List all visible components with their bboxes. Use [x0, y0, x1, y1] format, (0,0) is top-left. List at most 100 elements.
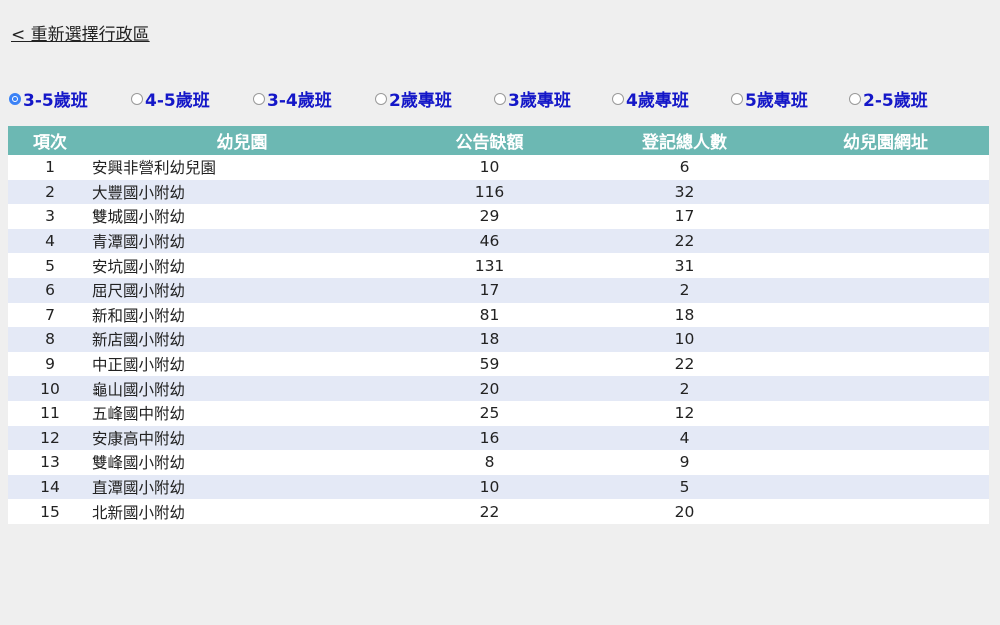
cell-vacancy: 17: [392, 277, 587, 303]
cell-registered: 6: [587, 155, 782, 180]
radio-option-3-4[interactable]: 3-4歲班: [253, 86, 332, 111]
cell-kindergarten-name: 中正國小附幼: [92, 351, 392, 377]
radio-option-3-special[interactable]: 3歲專班: [494, 86, 571, 111]
cell-registered: 32: [587, 179, 782, 205]
cell-index: 3: [8, 204, 92, 229]
cell-website[interactable]: [782, 155, 989, 180]
radio-button-icon[interactable]: [494, 92, 506, 105]
cell-vacancy: 10: [392, 155, 587, 180]
cell-registered: 17: [587, 204, 782, 229]
cell-website[interactable]: [782, 499, 989, 524]
cell-vacancy: 10: [392, 474, 587, 500]
table-row: 8 新店國小附幼 18 10: [8, 327, 989, 352]
cell-website[interactable]: [782, 253, 989, 278]
table-header-row: 項次 幼兒園 公告缺額 登記總人數 幼兒園網址: [8, 126, 989, 155]
cell-index: 4: [8, 228, 92, 254]
cell-website[interactable]: [782, 277, 989, 303]
cell-vacancy: 131: [392, 253, 587, 278]
cell-kindergarten-name: 雙城國小附幼: [92, 204, 392, 229]
radio-button-icon[interactable]: [849, 92, 861, 105]
cell-kindergarten-name: 雙峰國小附幼: [92, 450, 392, 475]
cell-vacancy: 8: [392, 450, 587, 475]
cell-website[interactable]: [782, 376, 989, 401]
cell-index: 2: [8, 179, 92, 205]
cell-registered: 2: [587, 376, 782, 401]
cell-website[interactable]: [782, 450, 989, 475]
cell-website[interactable]: [782, 474, 989, 500]
radio-option-2-5[interactable]: 2-5歲班: [849, 86, 928, 111]
class-type-radio-group: 3-5歲班 4-5歲班 3-4歲班 2歲專班 3歲專班 4歲專班 5歲專班 2: [9, 86, 999, 111]
radio-button-icon[interactable]: [612, 92, 624, 105]
radio-label: 4歲專班: [626, 91, 689, 111]
cell-vacancy: 25: [392, 400, 587, 426]
cell-website[interactable]: [782, 327, 989, 352]
cell-vacancy: 29: [392, 204, 587, 229]
radio-button-icon[interactable]: [253, 92, 265, 105]
radio-label: 5歲專班: [745, 91, 808, 111]
cell-website[interactable]: [782, 425, 989, 451]
table-row: 12 安康高中附幼 16 4: [8, 425, 989, 451]
cell-index: 14: [8, 474, 92, 500]
cell-index: 12: [8, 425, 92, 451]
cell-index: 13: [8, 450, 92, 475]
cell-vacancy: 46: [392, 228, 587, 254]
radio-button-icon[interactable]: [731, 92, 743, 105]
reselect-district-link[interactable]: < 重新選擇行政區: [11, 25, 150, 45]
header-website: 幼兒園網址: [782, 126, 989, 155]
kindergarten-table: 項次 幼兒園 公告缺額 登記總人數 幼兒園網址 1 安興非營利幼兒園 10 6 2 大豐國…: [8, 126, 989, 524]
cell-index: 1: [8, 155, 92, 180]
cell-website[interactable]: [782, 302, 989, 328]
cell-kindergarten-name: 新和國小附幼: [92, 302, 392, 328]
cell-vacancy: 116: [392, 179, 587, 205]
cell-index: 10: [8, 376, 92, 401]
cell-index: 11: [8, 400, 92, 426]
cell-kindergarten-name: 屈尺國小附幼: [92, 277, 392, 303]
radio-option-4-5[interactable]: 4-5歲班: [131, 86, 210, 111]
table-row: 5 安坑國小附幼 131 31: [8, 253, 989, 278]
radio-option-3-5[interactable]: 3-5歲班: [9, 86, 88, 111]
cell-registered: 20: [587, 499, 782, 524]
radio-option-5-special[interactable]: 5歲專班: [731, 86, 808, 111]
cell-registered: 5: [587, 474, 782, 500]
header-index: 項次: [8, 126, 92, 155]
radio-label: 2歲專班: [389, 91, 452, 111]
cell-registered: 31: [587, 253, 782, 278]
cell-website[interactable]: [782, 228, 989, 254]
cell-kindergarten-name: 大豐國小附幼: [92, 179, 392, 205]
table-body: 1 安興非營利幼兒園 10 6 2 大豐國小附幼 116 32 3 雙城國小附幼 29 17 4 青潭國小…: [8, 155, 989, 524]
table-row: 14 直潭國小附幼 10 5: [8, 474, 989, 500]
cell-registered: 22: [587, 228, 782, 254]
cell-registered: 4: [587, 425, 782, 451]
radio-option-2-special[interactable]: 2歲專班: [375, 86, 452, 111]
cell-registered: 18: [587, 302, 782, 328]
header-kindergarten: 幼兒園: [92, 126, 392, 155]
table-row: 3 雙城國小附幼 29 17: [8, 204, 989, 229]
table-row: 15 北新國小附幼 22 20: [8, 499, 989, 524]
cell-website[interactable]: [782, 351, 989, 377]
cell-registered: 12: [587, 400, 782, 426]
cell-website[interactable]: [782, 400, 989, 426]
table-row: 6 屈尺國小附幼 17 2: [8, 277, 989, 303]
cell-registered: 22: [587, 351, 782, 377]
cell-kindergarten-name: 北新國小附幼: [92, 499, 392, 524]
table-row: 13 雙峰國小附幼 8 9: [8, 450, 989, 475]
cell-index: 15: [8, 499, 92, 524]
cell-kindergarten-name: 安康高中附幼: [92, 425, 392, 451]
cell-index: 9: [8, 351, 92, 377]
cell-website[interactable]: [782, 204, 989, 229]
radio-label: 3歲專班: [508, 91, 571, 111]
table-row: 11 五峰國中附幼 25 12: [8, 400, 989, 426]
cell-registered: 10: [587, 327, 782, 352]
cell-vacancy: 59: [392, 351, 587, 377]
cell-kindergarten-name: 青潭國小附幼: [92, 228, 392, 254]
table-row: 1 安興非營利幼兒園 10 6: [8, 155, 989, 180]
cell-vacancy: 81: [392, 302, 587, 328]
radio-option-4-special[interactable]: 4歲專班: [612, 86, 689, 111]
radio-button-icon[interactable]: [131, 92, 143, 105]
cell-vacancy: 18: [392, 327, 587, 352]
cell-kindergarten-name: 五峰國中附幼: [92, 400, 392, 426]
cell-kindergarten-name: 安坑國小附幼: [92, 253, 392, 278]
cell-website[interactable]: [782, 179, 989, 205]
radio-button-icon[interactable]: [9, 92, 21, 105]
radio-button-icon[interactable]: [375, 92, 387, 105]
